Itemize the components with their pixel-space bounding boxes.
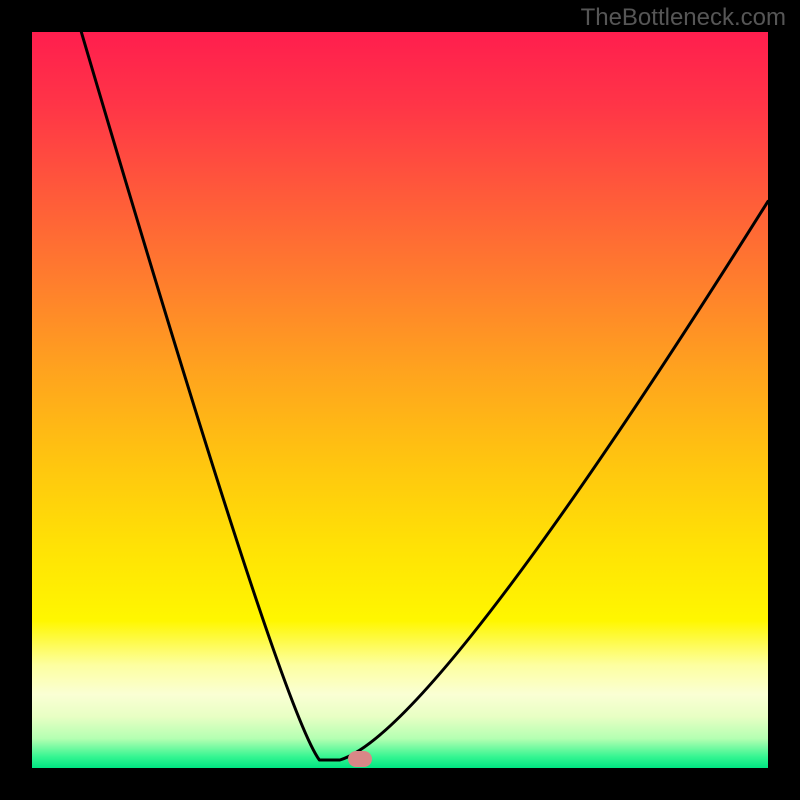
vertex-marker [0,0,800,800]
chart-container: TheBottleneck.com [0,0,800,800]
vertex-marker-rect [348,751,372,767]
watermark-text: TheBottleneck.com [581,4,786,32]
